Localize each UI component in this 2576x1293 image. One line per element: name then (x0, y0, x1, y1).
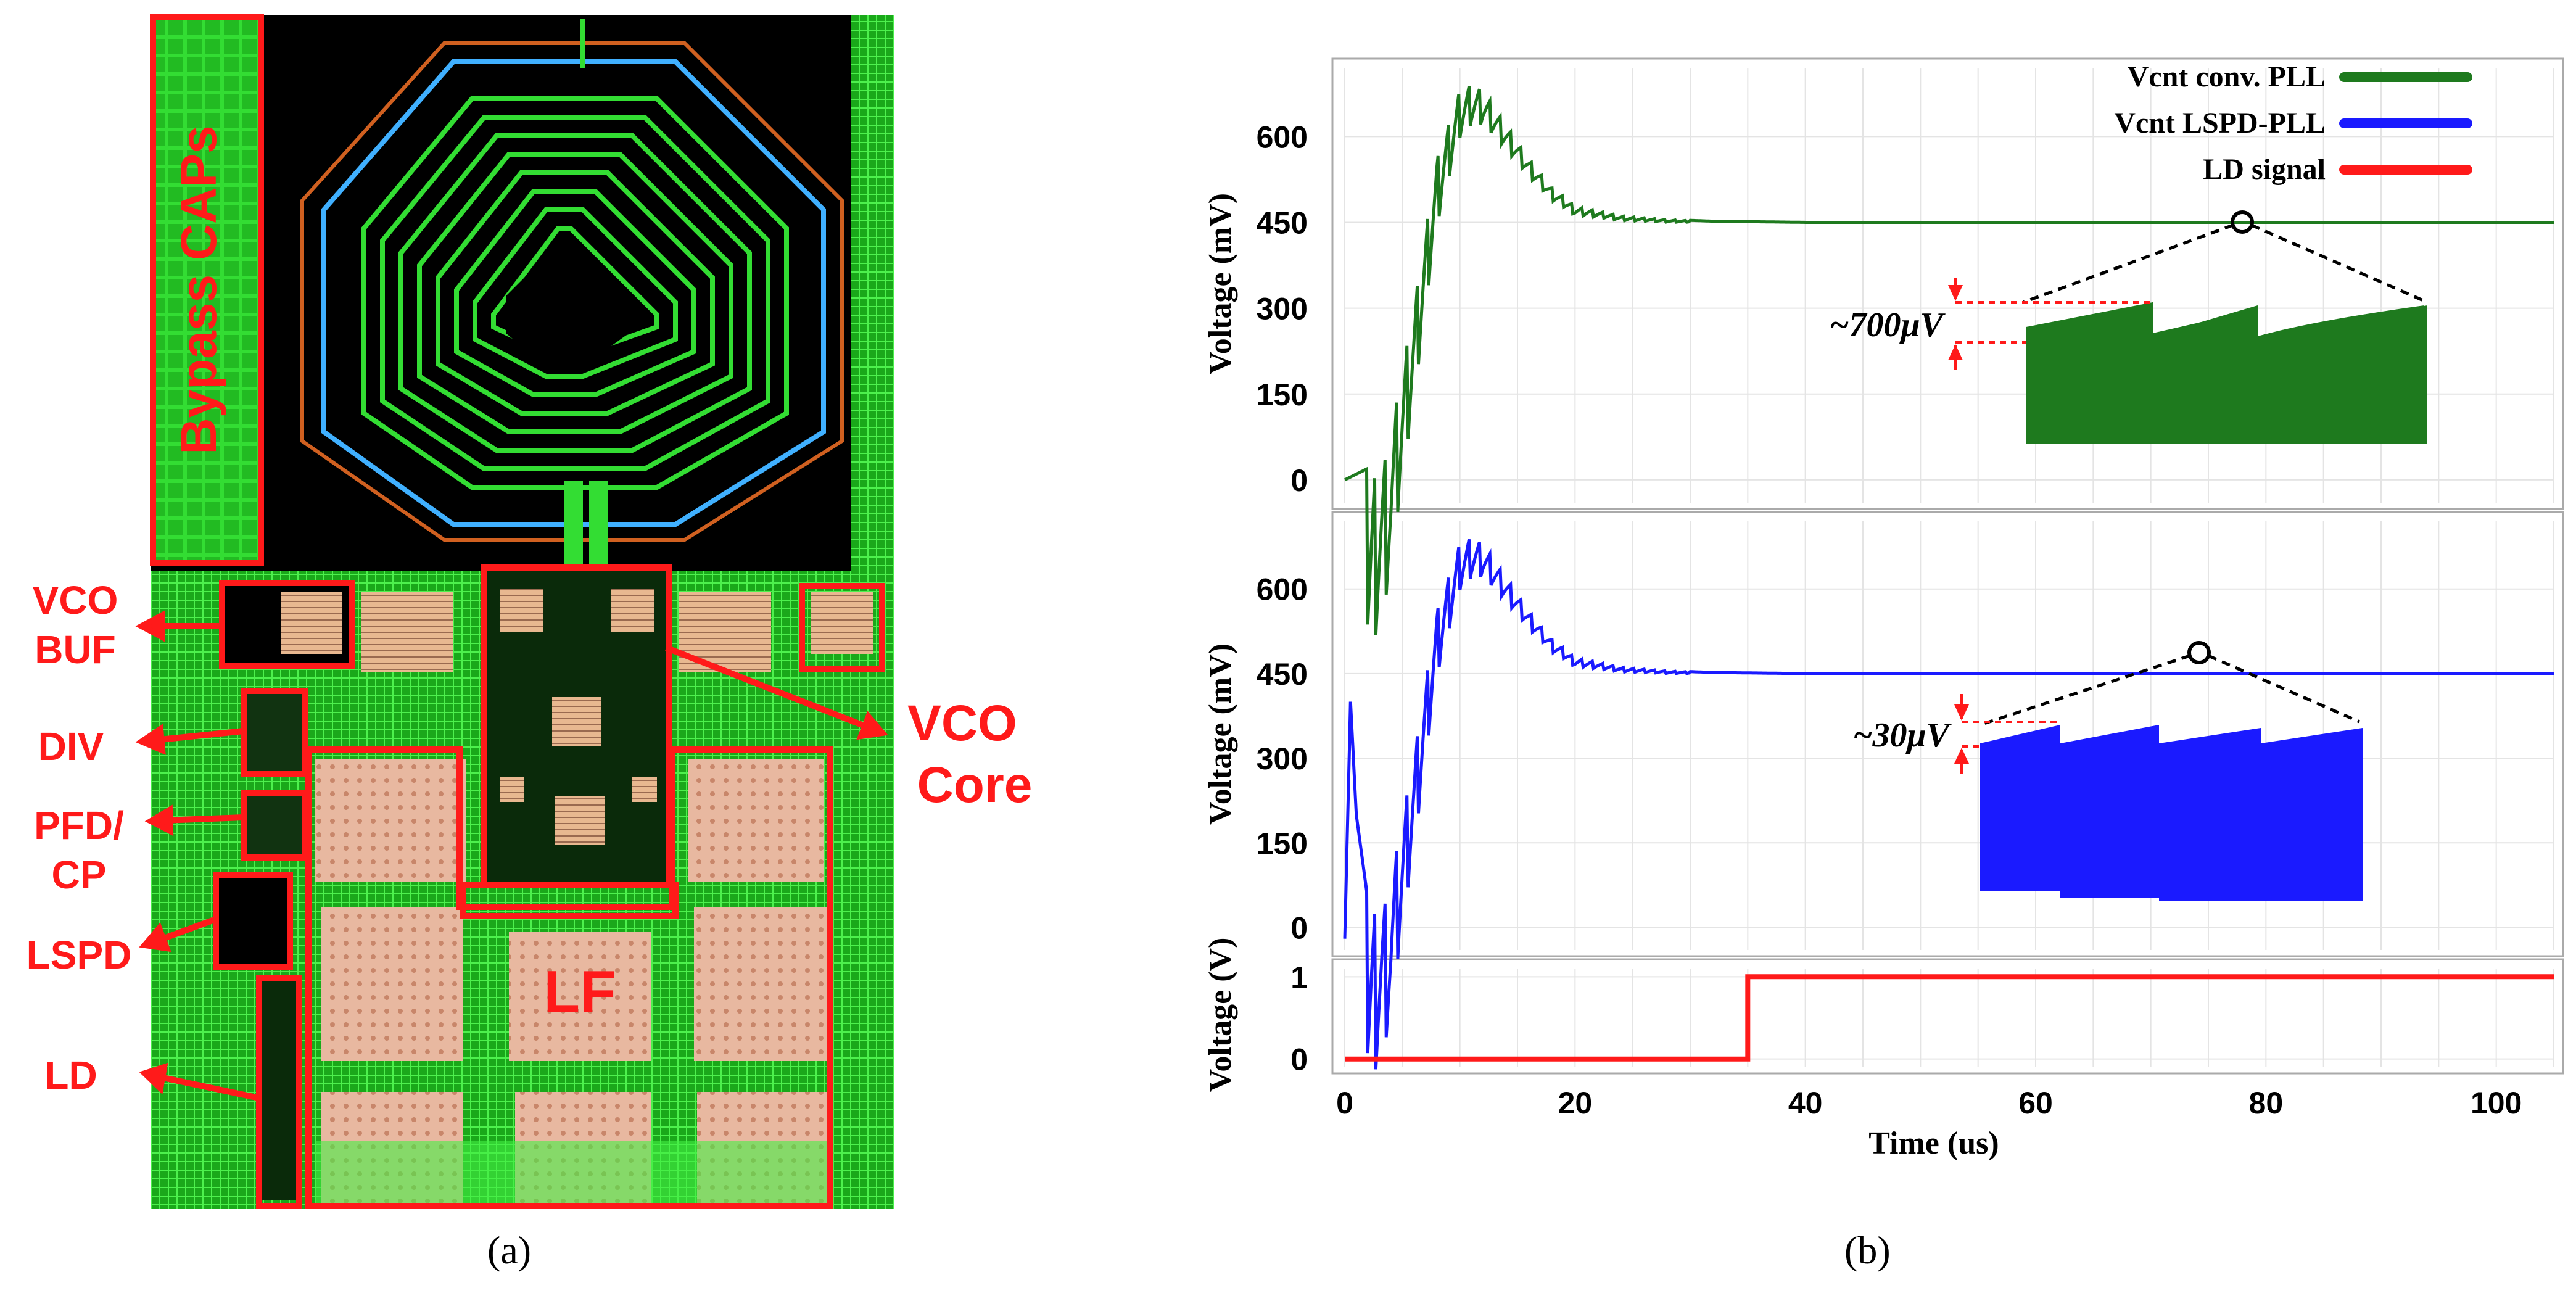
y-tick-label: 300 (1257, 292, 1308, 326)
y-tick-label: 1 (1290, 960, 1308, 994)
inductor (300, 19, 844, 574)
y-tick-label: 150 (1257, 378, 1308, 412)
label-ld: LD (44, 1053, 97, 1097)
y-tick-label: 0 (1290, 1043, 1308, 1077)
vco-core-cell-2 (611, 589, 654, 632)
y-tick-label: 0 (1290, 911, 1308, 945)
label-lspd: LSPD (27, 933, 132, 977)
y-tick-label: 450 (1257, 205, 1308, 240)
series-ld-signal (1345, 974, 2554, 1062)
series-vcnt-lspd-pll (1343, 539, 2554, 1070)
annotation-lspd-ripple: ~30μV (1853, 716, 1952, 754)
x-tick-label: 0 (1336, 1086, 1353, 1120)
ylabel-lspd: Voltage (mV) (1203, 643, 1238, 825)
annotation-conv-ripple: ~700μV (1830, 306, 1946, 344)
annotation-arrows (135, 610, 888, 1101)
legend-conv-label: Vcnt conv. PLL (2128, 60, 2326, 93)
waveform-panel: 0 150 300 450 600 0 150 300 450 600 0 1 0 20 40 60 80 100… (1049, 0, 2576, 1290)
loop-filter-caps (315, 759, 833, 1206)
y-tick-label: 450 (1257, 657, 1308, 692)
vco-core-cell-4 (555, 796, 605, 845)
label-pfd-cp-1: PFD/ (34, 803, 124, 848)
pfd-cp-circuit (247, 796, 302, 857)
guard-ring-right (851, 15, 894, 571)
y-tick-label: 0 (1290, 463, 1308, 498)
label-vco-core-1: VCO (907, 695, 1017, 751)
label-pfd-cp-2: CP (52, 853, 107, 897)
x-tick-label: 40 (1788, 1086, 1823, 1120)
bypass-caps-array (154, 19, 259, 561)
vco-core-cell-5 (500, 777, 524, 802)
label-vco-buf-2: BUF (35, 627, 116, 672)
ylabel-ld: Voltage (V) (1203, 938, 1238, 1093)
legend-lspd-label: Vcnt LSPD-PLL (2114, 107, 2326, 139)
label-div: DIV (38, 724, 104, 769)
label-vco-core-2: Core (917, 757, 1033, 813)
caption-a: (a) (487, 1228, 532, 1272)
div-circuit (244, 691, 305, 771)
vco-core-cell-3 (552, 697, 601, 746)
layout-panel: Bypass CAPs VCO BUF DIV PFD/ CP LSPD LD … (0, 0, 1049, 1290)
ylabel-conv: Voltage (mV) (1203, 193, 1238, 374)
legend: Vcnt conv. PLL Vcnt LSPD-PLL LD signal (2114, 60, 2472, 186)
box-buf-right (799, 583, 885, 672)
ld-circuit (259, 981, 296, 1200)
box-lf (305, 746, 833, 1209)
vco-buf-metal (281, 592, 342, 654)
series-lines (1343, 86, 2554, 1070)
box-ld (256, 975, 302, 1209)
chip-layout-figure: Bypass CAPs VCO BUF DIV PFD/ CP LSPD LD … (27, 14, 1033, 1209)
vco-core-cell-1 (500, 589, 543, 632)
zoom-inset-lspd: ~30μV (1853, 641, 2363, 901)
x-tick-label: 60 (2018, 1086, 2053, 1120)
y-tick-label: 150 (1257, 826, 1308, 861)
caption-b: (b) (1844, 1228, 1891, 1272)
x-tick-label: 20 (1558, 1086, 1593, 1120)
y-tick-label: 300 (1257, 742, 1308, 776)
x-tick-label: 100 (2471, 1086, 2522, 1120)
y-tick-label: 600 (1257, 120, 1308, 154)
y-tick-label: 600 (1257, 572, 1308, 607)
label-lf: LF (543, 959, 616, 1025)
label-vco-buf-1: VCO (33, 578, 118, 622)
lspd-circuit (219, 876, 290, 965)
box-bypass-caps (150, 14, 264, 566)
varactor-left (361, 592, 453, 672)
x-tick-label: 80 (2249, 1086, 2284, 1120)
series-vcnt-conv-pll (1344, 86, 2554, 635)
buf-right-metal (811, 592, 873, 654)
vco-core-cell-6 (632, 777, 657, 802)
zoom-inset-conv: ~700μV (1830, 210, 2429, 444)
xlabel-time: Time (us) (1868, 1126, 1999, 1161)
label-bypass-caps: Bypass CAPs (171, 125, 227, 454)
legend-ld-label: LD signal (2203, 153, 2326, 186)
